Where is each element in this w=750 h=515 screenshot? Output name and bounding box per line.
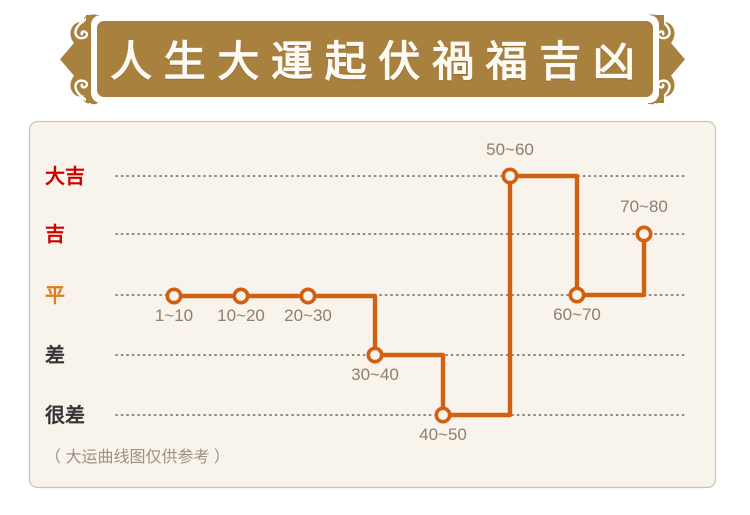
svg-text:（ 大运曲线图仅供参考 ）: （ 大运曲线图仅供参考 ） <box>45 448 230 466</box>
svg-text:大吉: 大吉 <box>45 165 85 188</box>
svg-text:平: 平 <box>45 285 65 307</box>
svg-text:70~80: 70~80 <box>620 197 668 216</box>
svg-text:差: 差 <box>45 343 65 367</box>
svg-text:很差: 很差 <box>45 403 85 427</box>
svg-text:20~30: 20~30 <box>284 306 332 325</box>
svg-text:40~50: 40~50 <box>419 425 467 444</box>
svg-text:50~60: 50~60 <box>486 140 534 159</box>
svg-text:30~40: 30~40 <box>351 365 399 384</box>
svg-text:60~70: 60~70 <box>553 305 601 324</box>
svg-text:10~20: 10~20 <box>217 306 265 325</box>
svg-text:1~10: 1~10 <box>155 306 193 325</box>
svg-text:吉: 吉 <box>45 223 65 246</box>
